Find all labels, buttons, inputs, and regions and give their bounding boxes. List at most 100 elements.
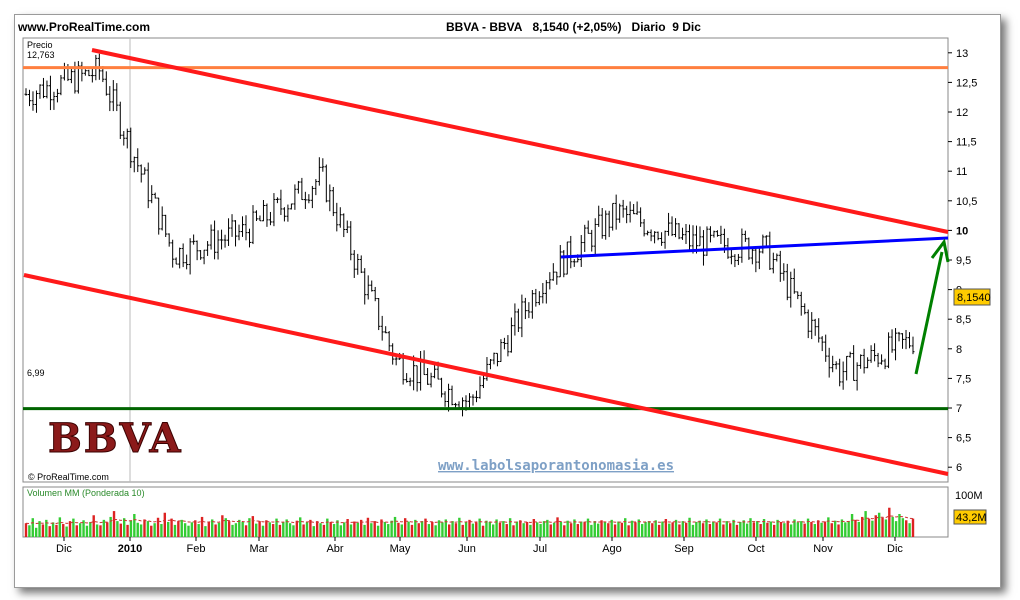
x-tick-label: Nov xyxy=(813,543,833,555)
volume-bar xyxy=(211,519,214,537)
volume-bar xyxy=(888,507,891,537)
volume-bar xyxy=(620,522,624,537)
volume-bar xyxy=(833,520,837,537)
volume-bar xyxy=(190,522,194,537)
volume-bar xyxy=(397,522,400,537)
x-tick-label: Feb xyxy=(187,543,206,555)
volume-bar xyxy=(41,524,45,537)
volume-bar xyxy=(400,524,403,537)
svg-text:43,2M: 43,2M xyxy=(956,512,987,524)
volume-bar xyxy=(99,525,102,537)
volume-bar xyxy=(498,522,502,537)
volume-bar xyxy=(102,519,106,537)
ticker-title: BBVA - BBVA 8,1540 (+2,05%) Diario 9 Dic xyxy=(446,20,701,34)
volume-bar xyxy=(837,524,840,537)
volume-bar xyxy=(336,520,339,537)
volume-bar xyxy=(180,519,183,537)
volume-bar xyxy=(85,525,89,537)
volume-bar xyxy=(529,524,532,537)
trend-overlays xyxy=(23,48,950,476)
x-tick-label: Abr xyxy=(326,543,343,555)
volume-bar xyxy=(481,525,485,537)
volume-bar xyxy=(299,517,302,537)
volume-bar xyxy=(552,522,556,537)
y-tick-label: 6 xyxy=(956,462,962,474)
volume-bar xyxy=(586,518,590,537)
x-tick-label: Jun xyxy=(458,543,476,555)
volume-bar xyxy=(346,519,349,537)
volume-bar xyxy=(705,519,708,537)
volume-bar xyxy=(315,521,319,537)
volume-bar xyxy=(339,525,343,537)
last-volume-badge: 43,2M xyxy=(953,509,987,525)
y-tick-label: 7 xyxy=(956,403,962,415)
volume-bar xyxy=(546,519,549,537)
volume-bar xyxy=(508,518,512,537)
site-title[interactable]: www.ProRealTime.com xyxy=(18,20,151,34)
volume-bar xyxy=(28,525,31,537)
volume-bar xyxy=(542,521,546,537)
volume-bar xyxy=(688,517,691,537)
volume-bar xyxy=(647,521,651,537)
volume-bar xyxy=(89,521,92,537)
y-tick-label: 13 xyxy=(956,48,968,60)
volume-bar xyxy=(62,524,65,537)
volume-bar xyxy=(370,523,373,537)
volume-bar xyxy=(75,525,78,537)
volume-bar xyxy=(255,523,258,537)
volume-bar xyxy=(674,519,678,537)
volume-bar xyxy=(305,522,309,537)
volume-bar xyxy=(143,519,146,537)
volume-bar xyxy=(566,520,569,537)
volume-bar xyxy=(691,524,695,537)
y-tick-label: 12 xyxy=(956,107,968,119)
volume-bar xyxy=(793,519,796,537)
volume-bar xyxy=(749,518,752,537)
volume-bar xyxy=(840,519,844,537)
volume-bar xyxy=(417,523,420,537)
volume-bar xyxy=(715,522,718,537)
x-tick-label: Sep xyxy=(674,543,694,555)
volume-bar xyxy=(163,512,167,537)
volume-bar xyxy=(850,514,854,537)
y-tick-label: 9,5 xyxy=(956,255,971,267)
volume-bar xyxy=(116,521,119,537)
y-tick-label: 7,5 xyxy=(956,373,971,385)
volume-bar xyxy=(678,524,681,537)
volume-bar xyxy=(485,520,488,537)
volume-bar xyxy=(468,519,471,537)
volume-bar xyxy=(810,521,813,537)
volume-bar xyxy=(569,523,573,537)
volume-bar xyxy=(573,519,576,537)
volume-bar xyxy=(877,512,881,537)
volume-bar xyxy=(786,520,789,537)
volume-bar xyxy=(640,524,644,537)
volume-bar xyxy=(898,514,901,537)
volume-bar xyxy=(701,523,705,537)
volume-bar xyxy=(160,524,163,537)
volume-bar xyxy=(204,526,207,537)
volume-bar xyxy=(830,523,833,537)
price-axis-label: Precio xyxy=(27,40,53,50)
target-arrow-head xyxy=(930,238,950,263)
volume-bar xyxy=(275,518,278,537)
volume-bar xyxy=(271,524,275,537)
volume-bar xyxy=(630,520,634,537)
volume-bar xyxy=(126,524,129,537)
x-tick-label: Dic xyxy=(56,543,72,555)
volume-bar xyxy=(576,524,580,537)
volume-bar xyxy=(772,524,776,537)
x-tick-label: Oct xyxy=(747,543,764,555)
min-price-label: 6,99 xyxy=(27,368,45,378)
volume-bar xyxy=(221,515,224,537)
volume-bar xyxy=(894,521,898,537)
volume-bar xyxy=(718,518,722,537)
volume-bar xyxy=(783,523,786,537)
y-tick-label: 12,5 xyxy=(956,77,977,89)
volume-bar xyxy=(207,521,211,537)
volume-bar xyxy=(671,522,674,537)
volume-bar xyxy=(722,524,725,537)
blog-url[interactable]: www.labolsaporantonomasia.es xyxy=(438,458,674,474)
price-bars xyxy=(24,53,915,417)
volume-bar xyxy=(194,520,197,537)
